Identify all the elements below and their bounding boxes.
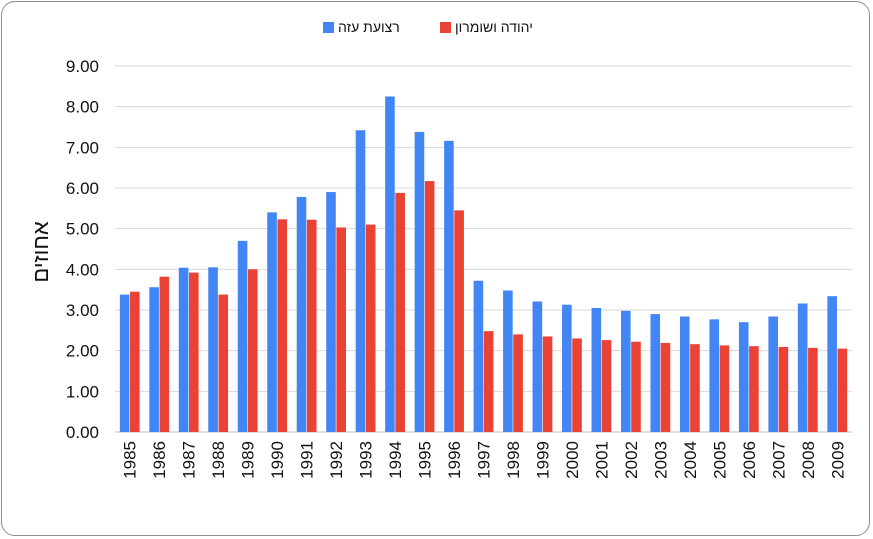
x-tick-label: 2006 bbox=[740, 441, 759, 479]
bar-judea-samaria-1985 bbox=[130, 291, 140, 432]
bar-judea-samaria-1986 bbox=[159, 276, 170, 432]
x-tick-label: 1996 bbox=[445, 441, 464, 479]
x-tick-label: 1992 bbox=[327, 441, 346, 479]
bar-gaza-1998 bbox=[503, 290, 513, 432]
legend-label-judea-samaria: יהודה ושומרון bbox=[455, 19, 533, 35]
bar-judea-samaria-2004 bbox=[690, 344, 700, 432]
legend-swatch-judea-samaria bbox=[440, 22, 451, 33]
bar-judea-samaria-1997 bbox=[483, 331, 494, 432]
bar-gaza-1988 bbox=[208, 267, 218, 432]
x-tick-label: 1987 bbox=[180, 441, 199, 479]
bar-judea-samaria-2001 bbox=[601, 340, 612, 432]
bar-gaza-2005 bbox=[709, 319, 720, 432]
bar-gaza-1995 bbox=[414, 131, 425, 432]
x-tick-label: 1989 bbox=[239, 441, 258, 479]
bar-gaza-2003 bbox=[650, 314, 661, 432]
legend-swatch-gaza bbox=[323, 22, 334, 33]
bar-gaza-1990 bbox=[267, 212, 277, 432]
x-tick-label: 2007 bbox=[769, 441, 788, 479]
bar-gaza-1986 bbox=[149, 287, 159, 432]
bar-judea-samaria-2008 bbox=[808, 347, 818, 432]
x-tick-label: 1988 bbox=[209, 441, 228, 479]
bar-gaza-1989 bbox=[237, 240, 248, 432]
x-tick-label: 2009 bbox=[828, 441, 847, 479]
bar-judea-samaria-1991 bbox=[306, 219, 317, 432]
bar-judea-samaria-2006 bbox=[749, 346, 759, 432]
bar-gaza-2000 bbox=[562, 304, 572, 432]
y-tick-label: 3.00 bbox=[66, 301, 99, 320]
x-tick-label: 1985 bbox=[121, 441, 140, 479]
bar-judea-samaria-2009 bbox=[837, 348, 848, 432]
bar-gaza-2004 bbox=[679, 316, 690, 432]
bar-judea-samaria-2003 bbox=[660, 342, 671, 432]
x-tick-label: 1986 bbox=[150, 441, 169, 479]
x-tick-label: 2005 bbox=[710, 441, 729, 479]
y-tick-label: 2.00 bbox=[66, 342, 99, 361]
y-tick-label: 8.00 bbox=[66, 98, 99, 117]
x-tick-label: 1995 bbox=[416, 441, 435, 479]
x-tick-label: 1991 bbox=[298, 441, 317, 479]
y-tick-label: 9.00 bbox=[66, 57, 99, 76]
legend: רצועת עזה יהודה ושומרון bbox=[323, 19, 533, 35]
bar-gaza-1987 bbox=[178, 267, 189, 432]
bars bbox=[119, 96, 848, 432]
bar-judea-samaria-2002 bbox=[631, 341, 641, 432]
bar-gaza-2002 bbox=[621, 310, 631, 432]
y-tick-label: 5.00 bbox=[66, 220, 99, 239]
y-axis-ticks: 0.00 1.00 2.00 3.00 4.00 5.00 6.00 7.00 8.00 9.00 bbox=[66, 57, 99, 442]
bar-judea-samaria-2007 bbox=[778, 347, 789, 432]
y-tick-label: 4.00 bbox=[66, 260, 99, 279]
bar-judea-samaria-2005 bbox=[719, 345, 730, 432]
bar-gaza-1996 bbox=[444, 140, 454, 432]
y-tick-label: 1.00 bbox=[66, 382, 99, 401]
y-tick-label: 0.00 bbox=[66, 423, 99, 442]
bar-gaza-1985 bbox=[119, 294, 130, 432]
bar-judea-samaria-1987 bbox=[189, 272, 199, 432]
x-tick-label: 1997 bbox=[475, 441, 494, 479]
bar-judea-samaria-1994 bbox=[395, 192, 405, 432]
bar-judea-samaria-2000 bbox=[572, 338, 582, 432]
x-tick-label: 1998 bbox=[504, 441, 523, 479]
bar-judea-samaria-1992 bbox=[336, 227, 346, 432]
y-axis-label: אחוזים bbox=[28, 221, 53, 283]
legend-label-gaza: רצועת עזה bbox=[338, 19, 400, 35]
bar-judea-samaria-1998 bbox=[513, 334, 523, 432]
bar-gaza-2008 bbox=[797, 303, 808, 432]
x-tick-label: 2003 bbox=[651, 441, 670, 479]
y-tick-label: 6.00 bbox=[66, 179, 99, 198]
bar-gaza-1994 bbox=[385, 96, 395, 432]
x-tick-label: 1994 bbox=[386, 441, 405, 479]
x-tick-label: 1990 bbox=[268, 441, 287, 479]
bar-judea-samaria-1996 bbox=[454, 210, 464, 432]
bar-gaza-1993 bbox=[355, 130, 366, 432]
bar-gaza-2006 bbox=[738, 322, 749, 432]
y-tick-label: 7.00 bbox=[66, 138, 99, 157]
bar-judea-samaria-1989 bbox=[247, 269, 258, 432]
bar-gaza-1997 bbox=[473, 280, 484, 432]
bar-judea-samaria-1993 bbox=[365, 224, 376, 432]
bar-gaza-2007 bbox=[768, 316, 778, 432]
bar-gaza-1992 bbox=[326, 192, 336, 432]
x-tick-label: 2004 bbox=[681, 441, 700, 479]
bar-judea-samaria-1988 bbox=[218, 294, 229, 432]
x-tick-label: 1999 bbox=[533, 441, 552, 479]
bar-judea-samaria-1999 bbox=[542, 336, 553, 432]
bar-judea-samaria-1995 bbox=[424, 181, 435, 432]
x-tick-label: 2000 bbox=[563, 441, 582, 479]
bar-gaza-2009 bbox=[827, 296, 837, 432]
x-tick-label: 2008 bbox=[799, 441, 818, 479]
bar-judea-samaria-1990 bbox=[277, 219, 288, 432]
bar-gaza-1991 bbox=[296, 196, 307, 432]
bar-gaza-2001 bbox=[591, 307, 602, 432]
x-axis-ticks: 1985 1986 1987 1988 1989 1990 1991 1992 1993 1994… bbox=[121, 441, 848, 479]
x-tick-label: 1993 bbox=[357, 441, 376, 479]
bar-gaza-1999 bbox=[532, 301, 543, 432]
x-tick-label: 2001 bbox=[592, 441, 611, 479]
x-tick-label: 2002 bbox=[622, 441, 641, 479]
